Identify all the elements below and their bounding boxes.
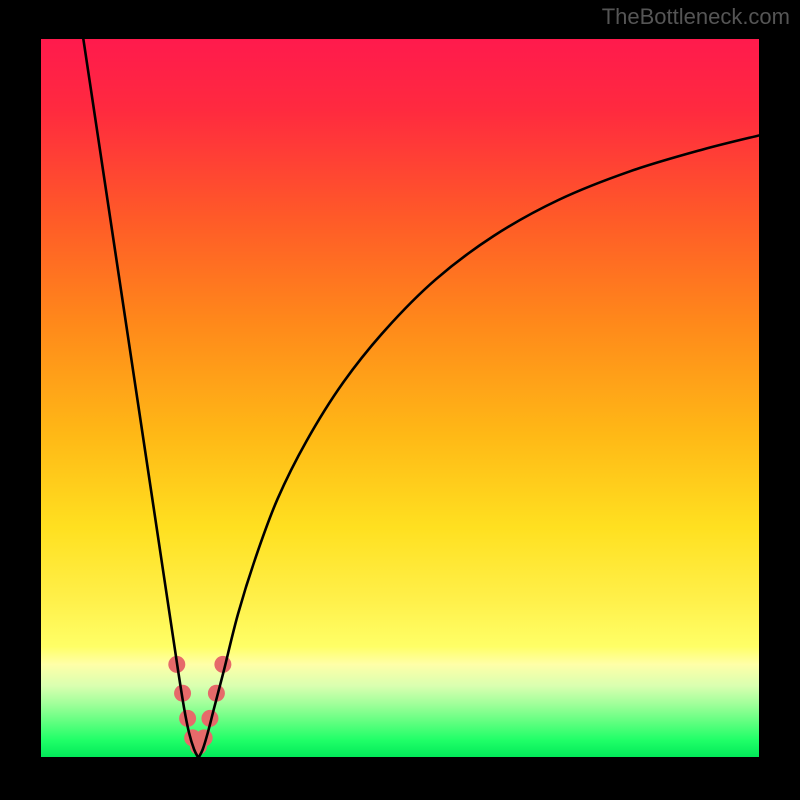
attribution-text: TheBottleneck.com (602, 4, 790, 30)
plot-background-gradient (40, 38, 760, 758)
bottleneck-chart (0, 0, 800, 800)
chart-stage: TheBottleneck.com (0, 0, 800, 800)
